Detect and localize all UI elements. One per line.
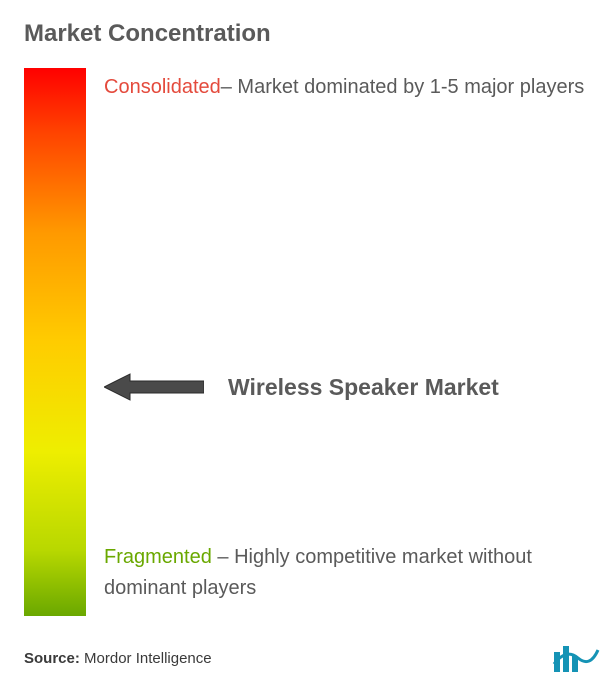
concentration-gradient-bar	[24, 68, 86, 616]
source-label: Source:	[24, 650, 80, 667]
chart-title: Market Concentration	[24, 20, 592, 48]
chart-area: Consolidated– Market dominated by 1-5 ma…	[24, 68, 592, 616]
consolidated-desc: – Market dominated by 1-5 major players	[221, 76, 585, 98]
market-indicator: Wireless Speaker Market	[104, 372, 499, 402]
source-row: Source: Mordor Intelligence	[24, 644, 600, 672]
mordor-logo-icon	[552, 644, 600, 672]
consolidated-highlight: Consolidated	[104, 76, 221, 98]
consolidated-label: Consolidated– Market dominated by 1-5 ma…	[104, 72, 592, 103]
logo-bar-2	[563, 646, 569, 672]
labels-area: Consolidated– Market dominated by 1-5 ma…	[104, 68, 592, 616]
source-text: Source: Mordor Intelligence	[24, 650, 212, 667]
fragmented-highlight: Fragmented	[104, 546, 212, 568]
source-value: Mordor Intelligence	[84, 650, 212, 667]
arrow-left-icon	[104, 372, 204, 402]
fragmented-label: Fragmented – Highly competitive market w…	[104, 542, 592, 604]
market-name: Wireless Speaker Market	[228, 374, 499, 401]
arrow-shape	[104, 374, 204, 400]
